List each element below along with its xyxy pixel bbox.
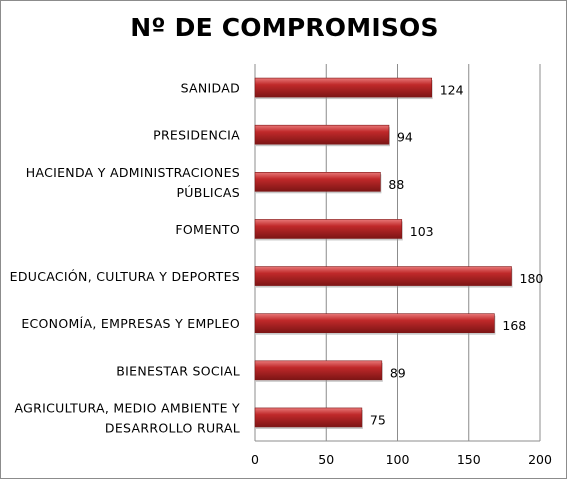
data-label-presidencia: 94 (397, 130, 413, 145)
category-label-bienestar-social: BIENESTAR SOCIAL (116, 363, 240, 378)
category-label-agricultura-medio-ambiente-y-desarrollo-rural-line-2: DESARROLLO RURAL (105, 420, 240, 435)
bar-fomento (254, 219, 403, 239)
bar-presidencia (254, 124, 390, 145)
bar-agricultura-medio-ambiente-y-desarrollo-rural (254, 407, 363, 428)
x-tick-label-0: 0 (251, 452, 259, 467)
x-tick-label-50: 50 (318, 452, 334, 467)
bar-educacion-cultura-y-deportes (254, 266, 512, 286)
bar-sanidad (254, 77, 432, 98)
data-label-economia-empresas-y-empleo: 168 (502, 318, 526, 333)
x-tick-label-200: 200 (528, 452, 552, 467)
category-label-sanidad: SANIDAD (181, 81, 240, 96)
category-label-agricultura-medio-ambiente-y-desarrollo-rural-line-1: AGRICULTURA, MEDIO AMBIENTE Y (15, 400, 241, 415)
category-label-hacienda-y-administraciones-publicas-line-2: PÚBLICAS (176, 185, 240, 200)
data-label-sanidad: 124 (440, 83, 464, 98)
category-label-hacienda-y-administraciones-publicas-line-1: HACIENDA Y ADMINISTRACIONES (26, 165, 240, 180)
x-tick-label-150: 150 (457, 452, 481, 467)
bar-bienestar-social (254, 360, 383, 381)
category-label-economia-empresas-y-empleo: ECONOMÍA, EMPRESAS Y EMPLEO (21, 316, 240, 331)
data-label-educacion-cultura-y-deportes: 180 (520, 271, 544, 286)
bar-economia-empresas-y-empleo (254, 313, 495, 333)
data-label-fomento: 103 (410, 224, 434, 239)
chart-title: Nº DE COMPROMISOS (130, 13, 439, 42)
category-label-presidencia: PRESIDENCIA (153, 128, 240, 143)
x-tick-label-100: 100 (386, 452, 410, 467)
category-label-educacion-cultura-y-deportes: EDUCACIÓN, CULTURA Y DEPORTES (10, 269, 240, 284)
data-label-agricultura-medio-ambiente-y-desarrollo-rural: 75 (370, 412, 386, 427)
category-label-fomento: FOMENTO (175, 222, 240, 237)
data-label-bienestar-social: 89 (390, 365, 406, 380)
bar-hacienda-y-administraciones-publicas (254, 172, 381, 192)
data-label-hacienda-y-administraciones-publicas: 88 (388, 177, 404, 192)
